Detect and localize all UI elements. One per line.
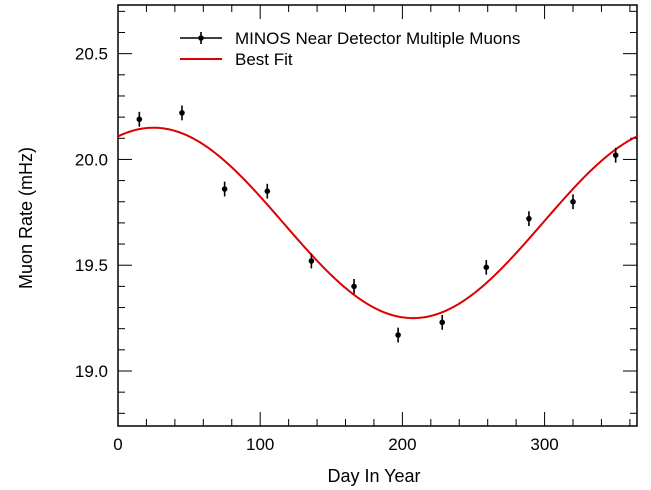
data-point — [221, 186, 228, 192]
fit-curve-layer — [117, 126, 638, 320]
data-point — [264, 188, 271, 194]
x-tick-label: 300 — [530, 435, 558, 454]
y-tick-label: 19.5 — [75, 256, 108, 275]
data-points-layer — [136, 105, 619, 343]
x-tick-label: 100 — [246, 435, 274, 454]
data-point — [395, 332, 401, 338]
data-point — [308, 258, 315, 264]
x-tick-label: 0 — [113, 435, 122, 454]
data-point — [483, 264, 490, 271]
y-axis-label: Muon Rate (mHz) — [16, 147, 36, 289]
axis-ticks — [117, 5, 637, 426]
data-point — [136, 116, 143, 123]
plot-frame — [117, 4, 638, 427]
y-tick-label: 19.0 — [75, 362, 108, 381]
legend: MINOS Near Detector Multiple Muons Best … — [180, 29, 520, 69]
x-axis-label: Day In Year — [327, 466, 420, 486]
tick-labels: 0 100 200 300 19.0 19.5 20.0 20.5 — [75, 45, 559, 454]
data-point — [439, 319, 445, 326]
legend-label-fit: Best Fit — [235, 50, 293, 69]
plot-area — [117, 4, 638, 427]
legend-label-data: MINOS Near Detector Multiple Muons — [235, 29, 520, 48]
data-point — [351, 283, 357, 290]
x-tick-label: 200 — [388, 435, 416, 454]
data-point — [179, 110, 185, 116]
data-point — [526, 215, 532, 222]
fit-curve — [117, 126, 638, 320]
y-tick-label: 20.0 — [75, 150, 108, 169]
data-point — [612, 152, 619, 159]
data-point — [570, 198, 576, 205]
y-tick-label: 20.5 — [75, 45, 108, 64]
